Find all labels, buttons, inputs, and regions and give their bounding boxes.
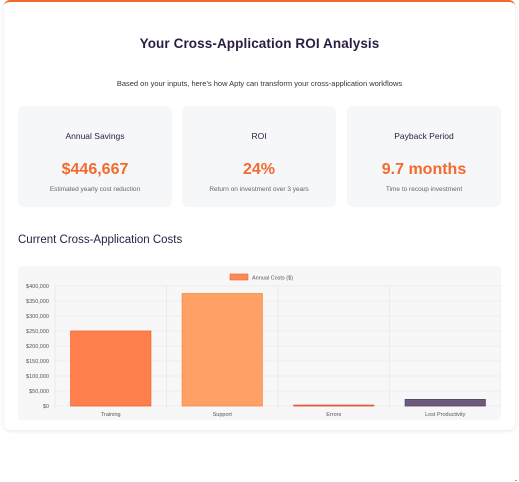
bar-training [70,330,152,407]
metric-label: Payback Period [394,131,454,141]
metric-value: 9.7 months [381,161,467,178]
metric-roi: ROI 24% Return on investment over 3 year… [182,106,336,207]
metrics-row: Annual Savings $446,667 Estimated yearly… [18,106,501,207]
bar-support [181,293,263,407]
page-title: Your Cross-Application ROI Analysis [139,36,380,51]
y-tick-label: $150,000 [26,359,49,365]
section-title: Current Cross-Application Costs [18,234,183,246]
metric-label: ROI [251,131,267,141]
cost-chart-container: $0 $50,000 $100,000 $150,000 $200,000 $250,00… [18,266,501,420]
legend-label: Annual Costs ($) [252,275,293,281]
y-tick-label: $350,000 [26,299,49,305]
bar-errors [293,404,375,407]
y-tick-label: $0 [43,404,49,410]
y-tick-label: $200,000 [26,344,49,350]
metric-label: Annual Savings [65,131,125,141]
y-tick-label: $250,000 [26,329,49,335]
x-tick-label: Lost Productivity [425,412,466,418]
x-tick-label: Errors [326,412,341,418]
page-corner-mark [515,480,517,481]
x-tick-label: Support [213,412,233,418]
y-tick-label: $100,000 [26,374,49,380]
bar-lost-productivity [404,398,486,407]
x-tick-label: Training [101,412,121,418]
metric-payback-period: Payback Period 9.7 months Time to recoup… [347,106,501,207]
y-tick-label: $50,000 [29,389,49,395]
metric-note: Estimated yearly cost reduction [49,186,141,193]
legend-swatch [229,273,249,281]
y-tick-label: $300,000 [26,314,49,320]
y-tick-label: $400,000 [26,284,49,290]
roi-results-card: Your Cross-Application ROI Analysis Base… [4,0,515,430]
metric-value: 24% [242,161,276,178]
page-subtitle: Based on your inputs, here's how Apty ca… [116,79,403,88]
metric-note: Time to recoup investment [385,186,463,193]
metric-annual-savings: Annual Savings $446,667 Estimated yearly… [18,106,172,207]
cost-bar-chart: $0 $50,000 $100,000 $150,000 $200,000 $250,00… [26,273,501,418]
metric-note: Return on investment over 3 years [209,186,309,193]
metric-value: $446,667 [61,161,129,178]
